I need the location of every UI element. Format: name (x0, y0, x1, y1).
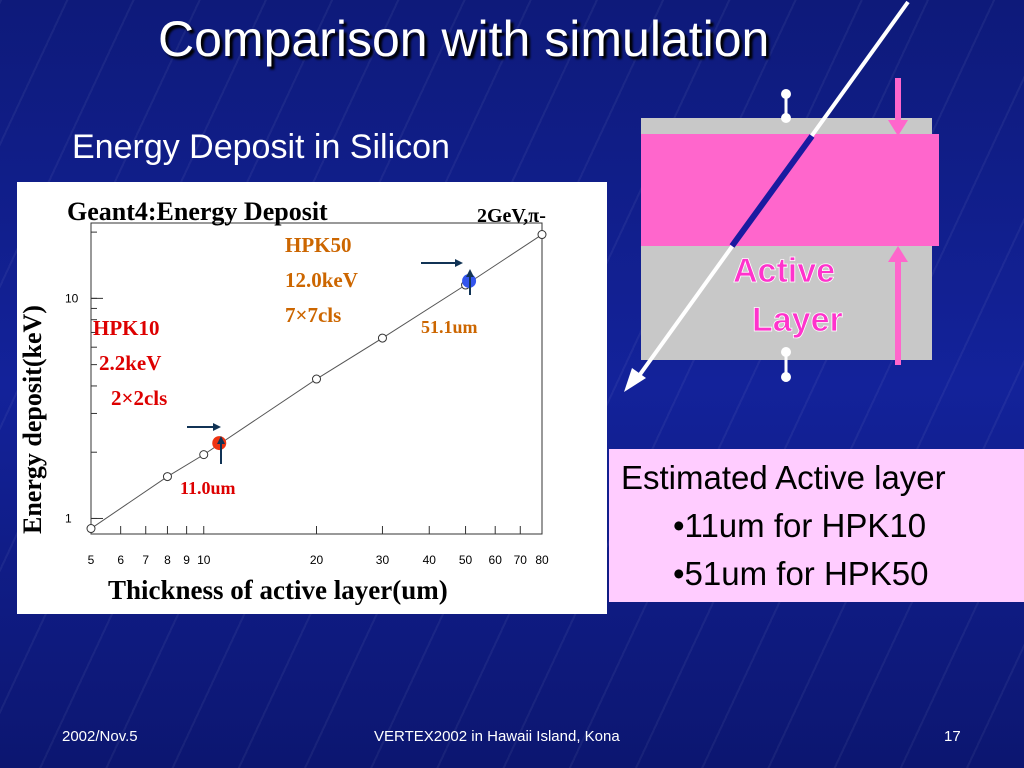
x-tick-label: 5 (88, 553, 95, 567)
active-layer-block (641, 134, 939, 246)
pointer-arrow-head (217, 436, 225, 444)
x-tick-label: 7 (142, 553, 149, 567)
bottom-arrow-head (888, 246, 908, 262)
x-tick-label: 50 (459, 553, 473, 567)
top-electrode-dot (781, 89, 791, 99)
highlight-label-line: 7×7cls (285, 303, 341, 327)
x-tick-label: 40 (423, 553, 437, 567)
footer-page-number: 17 (944, 728, 961, 745)
y-tick-label: 10 (65, 291, 79, 305)
y-axis-label: Energy deposit(keV) (18, 305, 47, 534)
x-tick-label: 8 (164, 553, 171, 567)
bottom-electrode-dot (781, 372, 791, 382)
slide-subtitle: Energy Deposit in Silicon (72, 128, 450, 166)
footer-conference: VERTEX2002 in Hawaii Island, Kona (374, 728, 620, 745)
highlight-label-line: HPK50 (285, 233, 352, 257)
active-label-line1: Active (733, 252, 835, 290)
x-tick-label: 60 (489, 553, 503, 567)
estimate-box: Estimated Active layer •11um for HPK10 •… (609, 449, 1024, 602)
data-point (377, 333, 387, 343)
thickness-label: 51.1um (421, 317, 478, 337)
track-arrow-head (624, 368, 646, 392)
x-tick-label: 9 (183, 553, 190, 567)
active-label-line2: Layer (752, 301, 843, 339)
x-tick-label: 30 (376, 553, 390, 567)
estimate-heading: Estimated Active layer (621, 459, 946, 496)
data-point (86, 524, 96, 534)
x-tick-label: 6 (117, 553, 124, 567)
pointer-arrow-head (466, 269, 474, 277)
data-point (162, 472, 172, 482)
highlight-label-line: 2×2cls (111, 386, 167, 410)
chart-title: Geant4:Energy Deposit (67, 197, 328, 226)
data-point (199, 450, 209, 460)
plot-layer: 5 6 7 8 9 10 20 30 40 50 60 70 80 1 10 HPK10 2.2keV 2×2cl… (65, 222, 549, 567)
beam-label: 2GeV,π- (477, 205, 546, 227)
x-tick-label: 20 (310, 553, 324, 567)
x-axis-label: Thickness of active layer(um) (108, 575, 448, 605)
estimate-item-hpk50: •51um for HPK50 (673, 555, 929, 592)
substrate-block (641, 118, 932, 360)
top-electrode-contact (781, 113, 791, 123)
x-tick-label: 10 (197, 553, 211, 567)
energy-deposit-chart: 5 6 7 8 9 10 20 30 40 50 60 70 80 1 10 HPK10 2.2keV 2×2cl… (18, 197, 549, 605)
highlight-label-line: HPK10 (93, 316, 160, 340)
x-tick-label: 70 (514, 553, 528, 567)
particle-track-in-layer (729, 134, 815, 248)
top-arrow-head (888, 120, 908, 136)
bottom-electrode-contact (781, 347, 791, 357)
data-point (312, 374, 321, 384)
pointer-arrow-head (455, 259, 463, 267)
y-tick-label: 1 (65, 511, 72, 525)
highlight-label-line: 12.0keV (285, 268, 358, 292)
x-tick-label: 80 (535, 553, 549, 567)
estimate-item-hpk10: •11um for HPK10 (673, 507, 927, 544)
chart-panel: 5 6 7 8 9 10 20 30 40 50 60 70 80 1 10 HPK10 2.2keV 2×2cl… (17, 182, 607, 614)
thickness-label: 11.0um (180, 478, 236, 498)
data-point (537, 230, 547, 240)
pointer-arrow-head (213, 423, 221, 431)
highlight-label-line: 2.2keV (99, 351, 161, 375)
footer-date: 2002/Nov.5 (62, 728, 138, 745)
slide-title: Comparison with simulation (158, 11, 770, 67)
